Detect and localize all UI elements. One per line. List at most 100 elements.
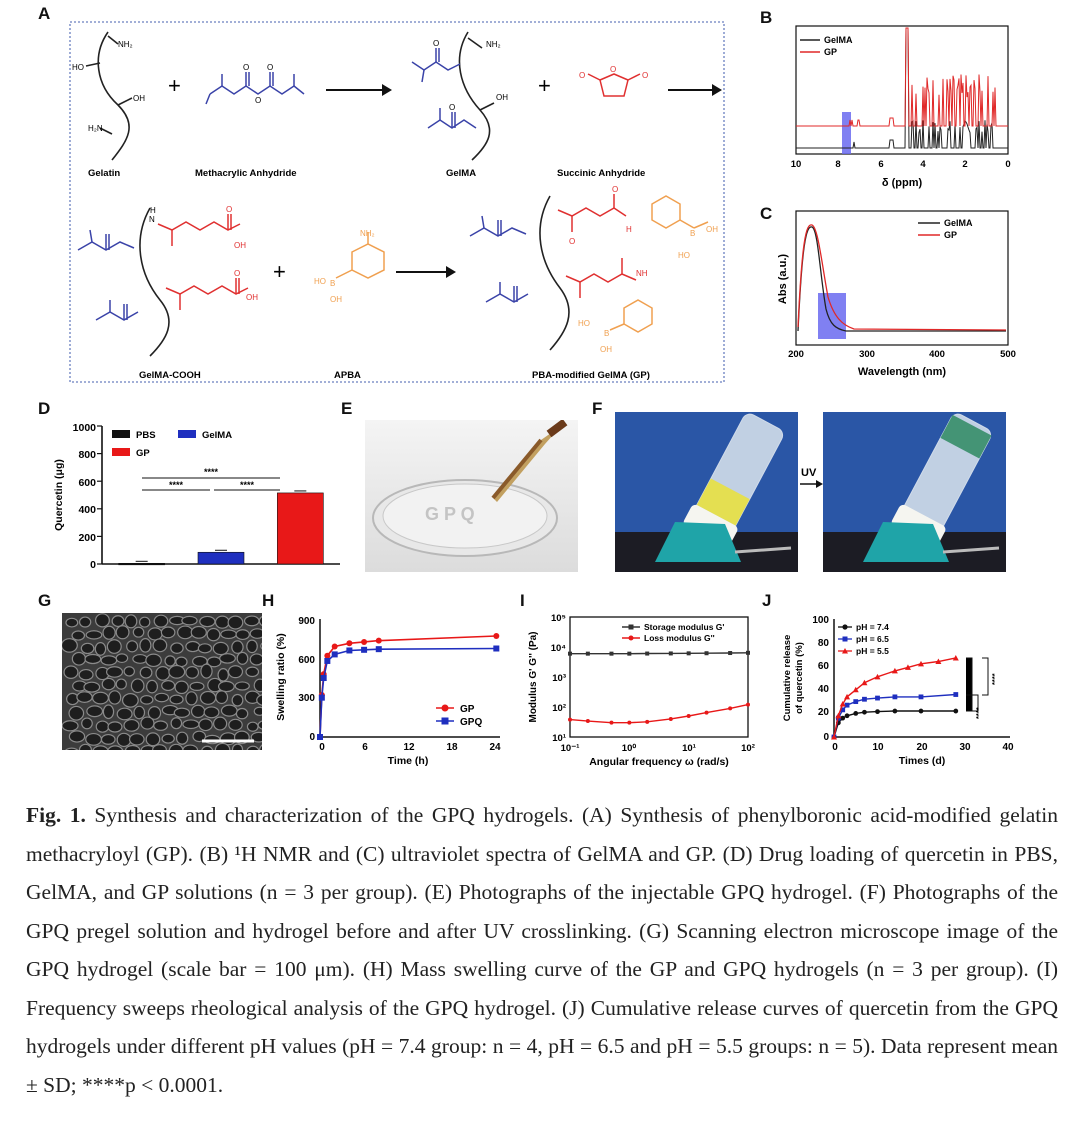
pore	[235, 707, 249, 720]
pore	[133, 705, 146, 720]
data-point	[746, 650, 750, 655]
data-point	[891, 667, 898, 674]
reaction-arrow	[326, 84, 392, 96]
pore	[108, 690, 122, 705]
data-point	[375, 646, 382, 653]
data-point	[346, 640, 353, 647]
pore	[228, 718, 243, 731]
pore	[80, 642, 95, 655]
series-line-65	[833, 693, 956, 738]
pore	[256, 694, 262, 706]
atom-label: N	[149, 215, 155, 224]
petri-dish-illustration: G P Q	[372, 420, 568, 557]
atom-label: B	[690, 229, 695, 238]
label-gp-product: PBA-modified GelMA (GP)	[532, 370, 650, 381]
data-point	[952, 654, 959, 661]
scheme-frame	[69, 21, 725, 383]
y-tick-label: 1000	[73, 422, 97, 434]
y-axis-label: Abs (a.u.)	[777, 254, 789, 304]
atom-label: OH	[133, 94, 145, 103]
pore	[245, 666, 260, 678]
atom-label: HO	[72, 63, 84, 72]
plot-frame	[569, 616, 749, 738]
pore	[215, 690, 229, 705]
pore	[200, 663, 213, 679]
x-tick-label: 6	[362, 742, 368, 753]
atom-label: OH	[330, 295, 342, 304]
pore	[78, 668, 94, 681]
pore	[124, 614, 138, 629]
pore	[246, 745, 260, 750]
x-tick-label: 300	[859, 349, 875, 360]
pore	[132, 626, 145, 638]
pore	[138, 616, 151, 628]
x-tick-label: 4	[920, 159, 926, 170]
label-methacrylic-anhydride: Methacrylic Anhydride	[195, 168, 297, 179]
data-point	[728, 706, 733, 711]
reaction-arrow	[396, 266, 456, 278]
legend: pH = 7.4 pH = 6.5 pH = 5.5	[838, 622, 889, 656]
atom-label: HO	[314, 277, 326, 286]
data-point	[609, 651, 614, 656]
data-point	[862, 696, 867, 702]
data-point	[609, 720, 614, 725]
pore	[201, 745, 214, 750]
data-point	[831, 734, 837, 740]
pore	[139, 695, 154, 705]
x-tick-label: 0	[319, 742, 325, 753]
plot-frame	[795, 25, 1009, 155]
significance-label: ****	[990, 673, 999, 685]
significance-label: ****	[169, 480, 184, 490]
significance-label: ****	[974, 707, 983, 719]
pore	[126, 640, 139, 653]
atom-label: B	[604, 329, 609, 338]
pore	[105, 666, 124, 678]
pore	[235, 629, 250, 641]
data-point	[892, 694, 898, 700]
pore	[154, 692, 170, 703]
gp-structure	[539, 195, 570, 351]
data-point	[704, 710, 709, 715]
legend: GelMA GP	[918, 218, 973, 240]
atom-label: B	[330, 279, 335, 288]
x-tick-label: 10¹	[682, 743, 696, 754]
data-point	[361, 646, 368, 653]
data-point	[918, 660, 924, 667]
data-point	[844, 702, 850, 708]
data-point	[704, 651, 709, 656]
pore	[258, 615, 262, 627]
y-tick-label: 60	[818, 661, 830, 672]
data-point	[645, 651, 650, 656]
pore	[220, 629, 237, 640]
pore	[100, 655, 118, 666]
pore	[115, 625, 130, 640]
legend-pbs: PBS	[136, 430, 156, 441]
pore	[246, 639, 258, 654]
pore	[253, 678, 262, 693]
legend-ph-6-5: pH = 6.5	[856, 634, 889, 644]
panel-letter-f: F	[592, 399, 603, 418]
atom-label: OH	[496, 93, 508, 102]
pore	[111, 615, 125, 628]
atom-label: O	[226, 205, 232, 214]
legend-storage: Storage modulus G'	[644, 622, 724, 632]
pore	[140, 716, 155, 730]
data-point	[844, 713, 850, 719]
figure-caption: Fig. 1. Synthesis and characterization o…	[26, 796, 1058, 1104]
pore	[68, 730, 86, 743]
x-axis-label: Time (h)	[388, 755, 429, 767]
svg-text:G P Q: G P Q	[425, 504, 475, 524]
pore	[85, 732, 102, 746]
data-point	[840, 715, 846, 721]
x-axis-label: Wavelength (nm)	[858, 366, 947, 378]
pore	[243, 615, 260, 627]
pore	[115, 653, 129, 664]
x-tick-label: 0	[1005, 159, 1010, 170]
x-tick-label: 10²	[741, 743, 755, 754]
data-point	[668, 716, 673, 721]
pore	[94, 613, 110, 628]
data-point	[853, 711, 859, 716]
data-point	[568, 717, 572, 722]
x-tick-label: 40	[1002, 742, 1014, 753]
pore	[107, 745, 124, 750]
